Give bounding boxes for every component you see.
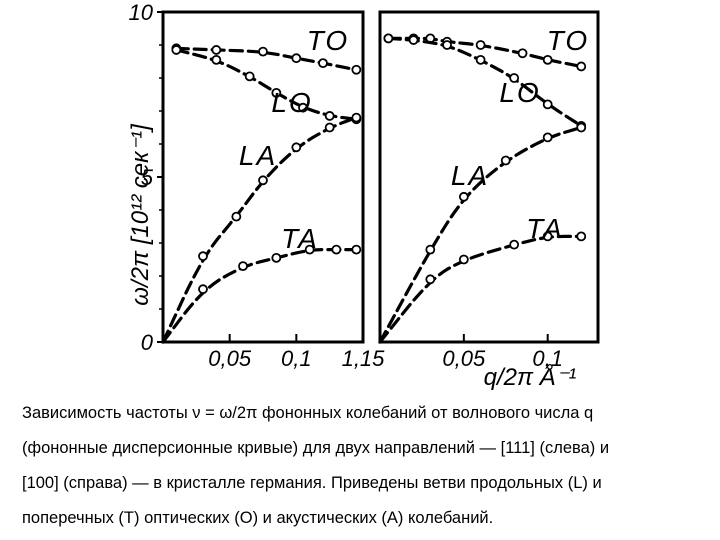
branch-curve-ta bbox=[378, 234, 583, 344]
y-tick-label: 10 bbox=[129, 0, 154, 25]
caption-line-1: Зависимость частоты ν = ω/2π фононных ко… bbox=[22, 404, 594, 422]
x-tick-label: 0,05 bbox=[442, 346, 486, 371]
branch-label-lo: LO bbox=[499, 77, 540, 108]
plot-frame bbox=[378, 10, 600, 344]
data-point bbox=[271, 87, 282, 98]
data-point bbox=[442, 40, 452, 50]
data-point bbox=[351, 64, 362, 75]
branch-label-la: LA bbox=[239, 140, 277, 171]
data-point bbox=[298, 102, 308, 113]
caption-line-4: поперечных (T) оптических (O) и акустиче… bbox=[22, 509, 494, 527]
data-point bbox=[542, 99, 553, 110]
caption-line-3: [100] (справа) — в кристалле германия. П… bbox=[22, 474, 602, 492]
data-point bbox=[576, 122, 587, 133]
data-point bbox=[458, 254, 469, 265]
y-axis-label: ω/2π [10¹² сек⁻¹] bbox=[127, 123, 154, 306]
data-point bbox=[291, 142, 302, 153]
data-point bbox=[258, 175, 268, 186]
branch-curve-la bbox=[378, 125, 583, 344]
data-point bbox=[509, 73, 520, 83]
data-point bbox=[542, 231, 553, 242]
data-point bbox=[576, 231, 587, 242]
data-point bbox=[211, 54, 222, 65]
data-point bbox=[171, 45, 182, 55]
branch-label-la: LA bbox=[451, 160, 489, 191]
data-point bbox=[351, 244, 362, 255]
figure-caption: Зависимость частоты ν = ω/2π фононных ко… bbox=[22, 396, 702, 536]
data-point bbox=[576, 61, 587, 72]
data-point bbox=[408, 35, 419, 45]
branch-curve-ta bbox=[161, 247, 358, 344]
data-point bbox=[324, 111, 335, 121]
axis-labels: ω/2π [10¹² сек⁻¹] q/2π Å⁻¹ bbox=[127, 123, 576, 391]
data-point bbox=[198, 284, 208, 295]
data-point bbox=[318, 58, 328, 69]
data-point bbox=[271, 252, 282, 263]
y-tick-label: 5 bbox=[141, 165, 154, 190]
branch-label-lo: LO bbox=[271, 87, 312, 118]
branch-label-to: TO bbox=[547, 25, 589, 56]
data-point bbox=[500, 155, 511, 166]
left-plot-111: 0 5 10 0,05 0,1 1,15 TO LO LA TA bbox=[129, 0, 386, 371]
y-tick-label: 0 bbox=[141, 330, 154, 355]
data-point bbox=[331, 244, 342, 255]
data-point bbox=[475, 54, 486, 65]
data-point bbox=[383, 33, 394, 44]
branch-label-ta: TA bbox=[526, 213, 564, 244]
data-point bbox=[517, 48, 528, 59]
branch-label-to: TO bbox=[307, 25, 349, 56]
branch-label-ta: TA bbox=[281, 223, 319, 254]
branch-curve-to bbox=[174, 46, 358, 72]
caption-line-2: (фононные дисперсионные кривые) для двух… bbox=[22, 439, 610, 457]
data-point bbox=[351, 112, 362, 123]
x-tick-label: 0,1 bbox=[281, 346, 312, 371]
data-point bbox=[291, 53, 302, 64]
data-point bbox=[425, 244, 436, 255]
x-axis-label: q/2π Å⁻¹ bbox=[484, 363, 577, 391]
data-point bbox=[304, 244, 315, 255]
data-point bbox=[542, 132, 553, 143]
data-point bbox=[425, 274, 436, 285]
x-tick-label: 1,15 bbox=[342, 346, 386, 371]
data-point bbox=[198, 251, 208, 262]
data-point bbox=[458, 191, 469, 202]
x-tick-label: 0,1 bbox=[532, 346, 563, 371]
data-point bbox=[231, 211, 242, 222]
data-point bbox=[211, 45, 222, 55]
data-point bbox=[258, 46, 268, 57]
data-point bbox=[244, 71, 255, 82]
data-point bbox=[238, 261, 248, 272]
x-tick-label: 0,05 bbox=[208, 346, 252, 371]
branch-curve-lo bbox=[174, 48, 358, 121]
data-point bbox=[509, 239, 520, 250]
data-point bbox=[475, 40, 486, 50]
data-point bbox=[324, 122, 335, 133]
data-point bbox=[542, 54, 553, 65]
